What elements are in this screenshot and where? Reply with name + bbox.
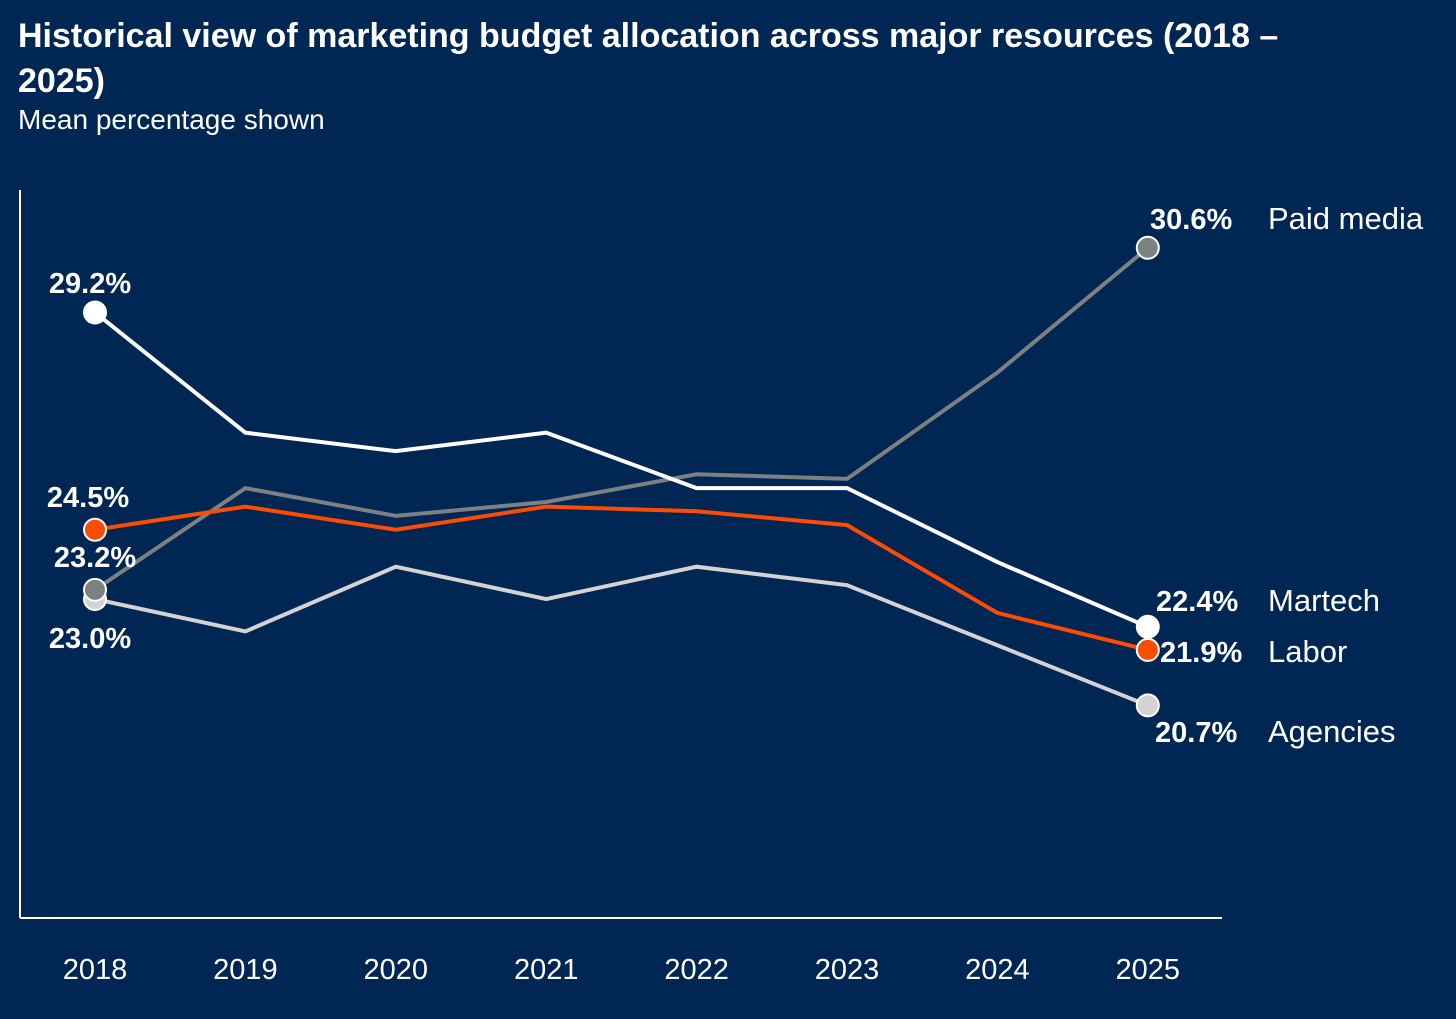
data-point-labor <box>1135 637 1160 662</box>
start-value-label-labor: 24.5% <box>47 482 129 514</box>
x-tick-label: 2024 <box>965 954 1030 986</box>
chart-title: Historical view of marketing budget allo… <box>18 17 1279 100</box>
series-name-labor: Labor <box>1268 634 1347 669</box>
start-value-label-agencies: 23.0% <box>49 623 131 655</box>
end-value-label-labor: 21.9% <box>1160 637 1242 669</box>
data-point-martech <box>83 300 107 325</box>
x-tick-label: 2019 <box>213 954 278 986</box>
x-tick-label: 2025 <box>1116 954 1181 986</box>
start-value-label-martech: 29.2% <box>49 268 131 300</box>
series-line-labor <box>94 504 1149 652</box>
x-tick-label: 2018 <box>63 954 128 986</box>
series-line-agencies <box>94 564 1149 708</box>
x-tick-label: 2022 <box>664 954 729 986</box>
data-point-paid-media <box>1135 235 1160 260</box>
end-value-label-martech: 22.4% <box>1156 586 1238 618</box>
series-line-martech <box>93 310 1149 629</box>
data-point-martech <box>1135 614 1160 639</box>
series-name-paid-media: Paid media <box>1268 201 1424 236</box>
x-tick-label: 2020 <box>364 954 429 986</box>
data-point-agencies <box>1135 693 1160 718</box>
data-point-labor <box>83 517 107 542</box>
x-tick-label: 2021 <box>514 954 579 986</box>
chart-subtitle: Mean percentage shown <box>18 104 325 135</box>
data-point-paid-media <box>83 577 107 602</box>
end-value-label-agencies: 20.7% <box>1155 717 1237 749</box>
series-name-martech: Martech <box>1268 583 1380 618</box>
end-value-label-paid-media: 30.6% <box>1150 204 1232 236</box>
start-value-label-paid-media: 23.2% <box>54 542 136 574</box>
series-line-paid-media <box>93 246 1150 592</box>
series-name-agencies: Agencies <box>1268 714 1396 749</box>
x-tick-label: 2023 <box>815 954 880 986</box>
